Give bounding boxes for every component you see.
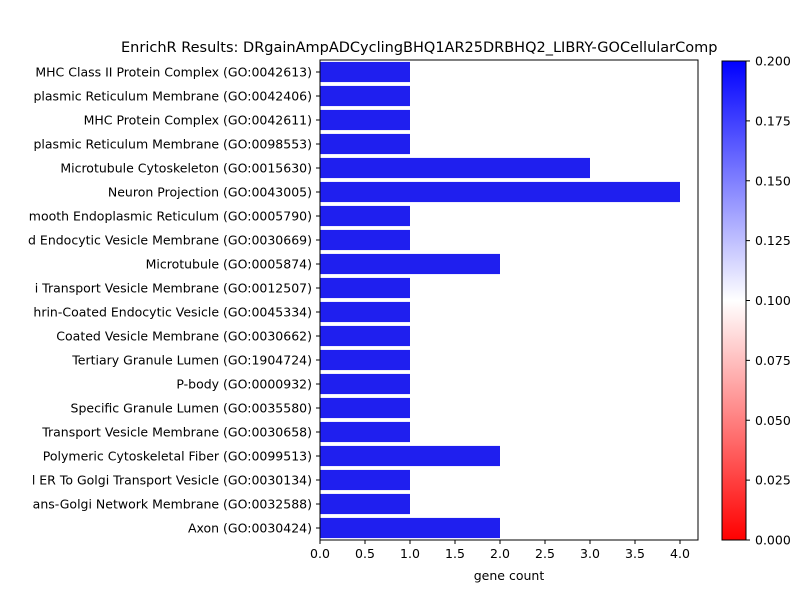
chart-title: EnrichR Results: DRgainAmpADCyclingBHQ1A… [121,40,717,56]
bar [320,253,500,275]
category-label: d Endocytic Vesicle Membrane (GO:0030669… [28,233,312,248]
bar [320,109,410,131]
bar [320,85,410,107]
x-tick-label: 2.5 [535,546,555,561]
colorbar-tick-label: 0.050 [755,413,791,428]
colorbar-tick-label: 0.025 [755,473,791,488]
category-label: Neuron Projection (GO:0043005) [108,185,312,200]
category-label: ans-Golgi Network Membrane (GO:0032588) [33,497,312,512]
bar [320,469,410,491]
category-label: MHC Protein Complex (GO:0042611) [84,113,312,128]
plot-frame [319,59,699,541]
x-tick-label: 4.0 [670,546,690,561]
bar [320,229,410,251]
bar [320,445,500,467]
x-tick-label: 2.0 [490,546,510,561]
colorbar-tick-label: 0.000 [755,533,791,548]
bars-layer [320,61,680,539]
bar [320,373,410,395]
category-label: Polymeric Cytoskeletal Fiber (GO:0099513… [43,449,312,464]
bar [320,157,590,179]
category-label: Microtubule (GO:0005874) [146,257,312,272]
colorbar-tick-label: 0.125 [755,233,791,248]
category-label: Axon (GO:0030424) [188,521,312,536]
category-label: MHC Class II Protein Complex (GO:0042613… [35,65,312,80]
x-tick-label: 0.0 [310,546,330,561]
category-label: hrin-Coated Endocytic Vesicle (GO:004533… [33,305,312,320]
colorbar-gradient [721,60,747,541]
category-label: mooth Endoplasmic Reticulum (GO:0005790) [29,209,312,224]
category-label: P-body (GO:0000932) [176,377,312,392]
category-label: l ER To Golgi Transport Vesicle (GO:0030… [32,473,312,488]
category-label: Coated Vesicle Membrane (GO:0030662) [56,329,312,344]
bar [320,277,410,299]
x-tick-label: 1.0 [400,546,420,561]
colorbar-tick-label: 0.200 [755,54,791,69]
x-tick-label: 0.5 [355,546,375,561]
bar [320,397,410,419]
colorbar: 0.000 0.025 0.050 0.075 0.100 0.125 0.150 0.175… [721,54,791,548]
bar [320,349,410,371]
colorbar-tick-label: 0.150 [755,173,791,188]
bar [320,181,680,203]
colorbar-tick-label: 0.175 [755,113,791,128]
x-tick-label: 3.5 [625,546,645,561]
category-labels: MHC Class II Protein Complex (GO:0042613… [28,65,320,536]
category-label: i Transport Vesicle Membrane (GO:0012507… [35,281,312,296]
x-tick-label: 3.0 [580,546,600,561]
category-label: Transport Vesicle Membrane (GO:0030658) [41,425,312,440]
colorbar-tick-label: 0.075 [755,353,791,368]
x-axis-label: gene count [474,568,545,583]
bar [320,61,410,83]
bar [320,421,410,443]
bar [320,325,410,347]
category-label: plasmic Reticulum Membrane (GO:0042406) [33,89,312,104]
x-axis: 0.0 0.5 1.0 1.5 2.0 2.5 3.0 3.5 4.0 [310,540,690,561]
colorbar-tick-label: 0.100 [755,293,791,308]
category-label: plasmic Reticulum Membrane (GO:0098553) [33,137,312,152]
bar [320,493,410,515]
bar [320,301,410,323]
category-label: Specific Granule Lumen (GO:0035580) [71,401,312,416]
bar [320,133,410,155]
bar [320,205,410,227]
category-label: Tertiary Granule Lumen (GO:1904724) [71,353,312,368]
x-tick-label: 1.5 [445,546,465,561]
bar [320,517,500,539]
category-label: Microtubule Cytoskeleton (GO:0015630) [60,161,312,176]
